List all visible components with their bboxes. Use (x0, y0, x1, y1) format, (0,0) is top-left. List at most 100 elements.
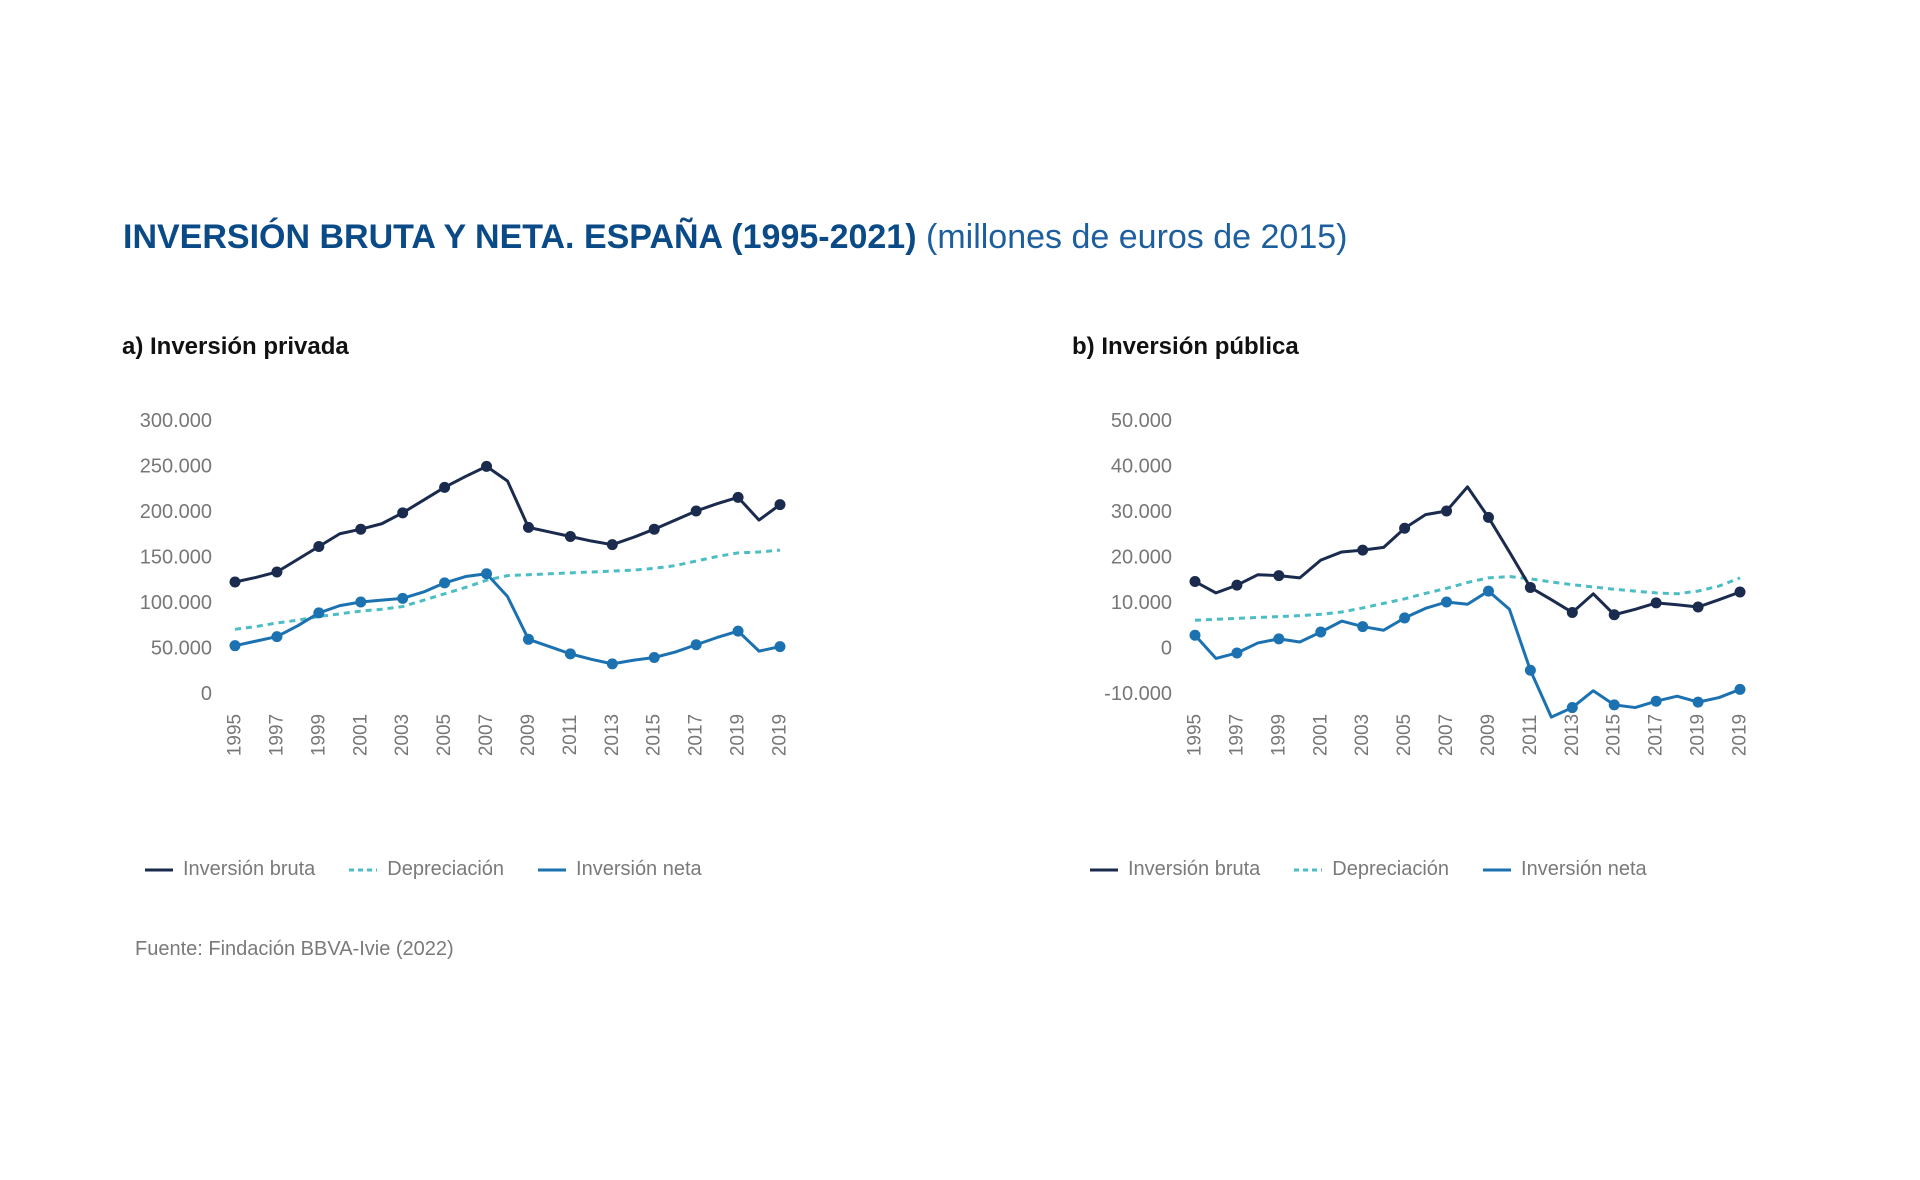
chart-b-bruta-point (1482, 511, 1494, 523)
chart-b-neta-point (1189, 629, 1201, 641)
chart-b-y-tick-label: 20.000 (1111, 547, 1172, 569)
legend-label-bruta: Inversión bruta (1128, 858, 1261, 880)
chart-b-neta-point (1566, 702, 1578, 714)
chart-b-title: b) Inversión pública (1072, 333, 1299, 360)
chart-a-neta-point (229, 640, 241, 652)
chart-b-bruta-point (1357, 544, 1369, 556)
legend-label-neta: Inversión neta (1521, 858, 1647, 880)
chart-a-x-tick-label: 1995 (225, 714, 246, 756)
chart-b-x-tick-label: 2019 (1688, 714, 1709, 756)
chart-a-x-tick-label: 2005 (434, 714, 455, 756)
chart-a-neta-point (774, 641, 786, 653)
chart-b-x-tick-label: 2011 (1520, 715, 1541, 756)
legend-label-bruta: Inversión bruta (183, 858, 316, 880)
chart-b-y-tick-label: 0 (1161, 638, 1172, 660)
legend-chart-a: Inversión bruta Depreciación Inversión n… (145, 858, 702, 881)
chart-b-bruta-point (1273, 570, 1285, 582)
chart-a-bruta-point (606, 539, 618, 551)
chart-a-bruta-point (522, 521, 534, 533)
source-note: Fuente: Findación BBVA-Ivie (2022) (135, 938, 454, 960)
chart-b-y-tick-label: -10.000 (1104, 683, 1172, 705)
chart-a-x-tick-label: 2011 (560, 715, 581, 756)
chart-b-neta-point (1315, 626, 1327, 638)
chart-b-series-bruta (1193, 485, 1742, 617)
chart-a-neta-point (439, 577, 451, 589)
chart-a-bruta-point (690, 505, 702, 517)
chart-a-bruta-point (271, 566, 283, 578)
chart-a-x-tick-label: 2015 (644, 714, 665, 756)
chart-b-x-tick-label: 2005 (1394, 714, 1415, 756)
chart-a-neta-point (606, 658, 618, 670)
chart-a-neta-point (522, 633, 534, 645)
chart-a-y-tick-label: 50.000 (151, 638, 212, 660)
legend-label-neta: Inversión neta (576, 858, 702, 880)
chart-a-x-tick-label: 2009 (518, 714, 539, 756)
chart-b-series-depreciacion (1194, 575, 1741, 622)
chart-b-neta-point (1734, 683, 1746, 695)
chart-a-bruta-point (774, 499, 786, 511)
chart-a-bruta-point (648, 523, 660, 535)
chart-b-series-neta (1193, 589, 1742, 719)
chart-b-x-tick-label: 2013 (1562, 714, 1583, 756)
legend-line-bruta-icon (145, 868, 173, 871)
chart-b-neta-point (1357, 621, 1369, 633)
chart-b-neta-point (1524, 664, 1536, 676)
chart-b-bruta-point (1566, 606, 1578, 618)
main-title-bold: INVERSIÓN BRUTA Y NETA. ESPAÑA (1995-202… (123, 218, 917, 256)
chart-b-x-tick-label: 1997 (1226, 714, 1247, 756)
chart-b-bruta-point (1189, 576, 1201, 588)
chart-b-neta-point (1231, 647, 1243, 659)
legend-item-depreciacion: Depreciación (349, 858, 504, 881)
chart-b-x-tick-label: 2003 (1352, 714, 1373, 756)
chart-a-bruta-point (564, 530, 576, 542)
chart-a-bruta-point (397, 507, 409, 519)
chart-b-y-tick-label: 10.000 (1111, 592, 1172, 614)
chart-a-bruta-point (481, 460, 493, 472)
chart-b-bruta-point (1608, 609, 1620, 621)
legend-label-depreciacion: Depreciación (387, 858, 505, 880)
chart-a-series-neta (233, 572, 782, 666)
chart-a-neta-point (313, 607, 325, 619)
chart-a-neta-point (397, 592, 409, 604)
chart-a-y-tick-label: 300.000 (140, 410, 212, 432)
chart-b-x-tick-label: 2009 (1478, 714, 1499, 756)
chart-a-y-tick-label: 100.000 (140, 592, 212, 614)
chart-a-neta-point (732, 625, 744, 637)
chart-a-bruta-point (439, 481, 451, 493)
chart-a-bruta-point (313, 540, 325, 552)
chart-b-bruta-point (1524, 581, 1536, 593)
legend-item-neta: Inversión neta (1483, 858, 1647, 881)
chart-a-x-tick-label: 2001 (350, 714, 371, 756)
chart-a-y-tick-label: 200.000 (140, 501, 212, 523)
chart-a-neta-point (271, 631, 283, 643)
legend-line-bruta-icon (1090, 868, 1118, 871)
chart-a-bruta-point (355, 523, 367, 535)
chart-public-investment: -10.000 0 10.000 20.000 30.000 40.000 50.000 19… (1104, 410, 1751, 756)
chart-a-neta-point (481, 568, 493, 580)
chart-a-x-tick-label: 1999 (308, 714, 329, 756)
chart-b-bruta-point (1650, 597, 1662, 609)
chart-b-neta-point (1273, 633, 1285, 645)
legend-dashed-line-depreciacion-icon (1294, 868, 1323, 871)
chart-a-x-tick-label: 2003 (392, 714, 413, 756)
legend-line-neta-icon (538, 868, 567, 871)
chart-b-neta-point (1650, 695, 1662, 707)
chart-a-neta-point (690, 639, 702, 651)
chart-b-y-tick-label: 40.000 (1111, 456, 1172, 478)
chart-a-bruta-point (732, 491, 744, 503)
chart-b-neta-point (1692, 696, 1704, 708)
chart-a-y-tick-label: 250.000 (140, 456, 212, 478)
chart-b-neta-point (1441, 596, 1453, 608)
chart-b-bruta-point (1692, 601, 1704, 613)
chart-b-x-tick-label: 2019 (1730, 714, 1751, 756)
chart-a-neta-point (564, 648, 576, 660)
chart-a-y-tick-label: 150.000 (140, 547, 212, 569)
chart-b-x-tick-label: 2015 (1604, 714, 1625, 756)
chart-a-series-bruta (233, 464, 782, 584)
legend-line-neta-icon (1483, 868, 1512, 871)
chart-a-neta-point (648, 652, 660, 664)
chart-a-neta-point (355, 596, 367, 608)
chart-a-x-tick-label: 1997 (266, 714, 287, 756)
chart-a-bruta-point (229, 576, 241, 588)
chart-b-y-tick-label: 30.000 (1111, 501, 1172, 523)
